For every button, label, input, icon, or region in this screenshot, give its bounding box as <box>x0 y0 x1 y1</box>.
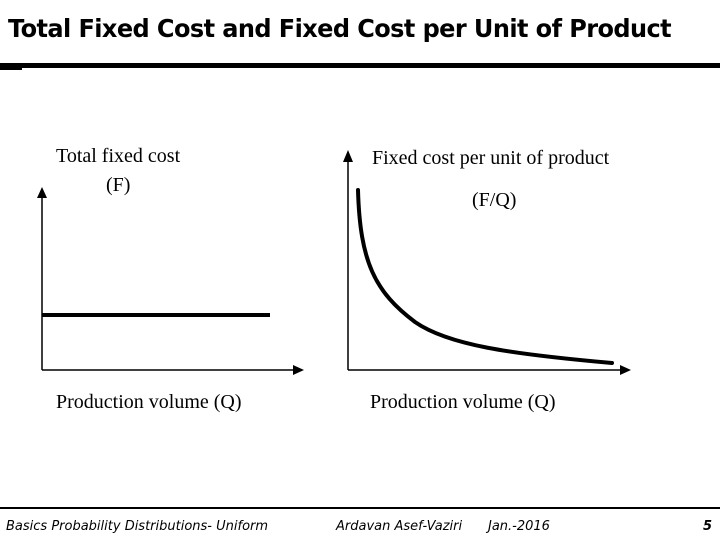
left-x-axis-arrow <box>293 365 304 375</box>
fixed-cost-per-unit-curve <box>356 188 614 365</box>
left-graph <box>37 187 304 375</box>
footer-course: Basics Probability Distributions- Unifor… <box>6 519 269 534</box>
right-x-axis-arrow <box>620 365 631 375</box>
title-rule-accent <box>0 68 22 70</box>
slide-title: Total Fixed Cost and Fixed Cost per Unit… <box>8 14 672 43</box>
right-y-axis-label-line1: Fixed cost per unit of product <box>372 147 610 169</box>
right-x-axis-label: Production volume (Q) <box>370 391 556 413</box>
right-y-axis-label-line2: (F/Q) <box>472 189 517 211</box>
footer-date: Jan.-2016 <box>488 519 550 534</box>
left-y-axis-label-line1: Total fixed cost <box>56 145 181 167</box>
footer-author: Ardavan Asef-Vaziri <box>336 519 463 534</box>
left-y-axis-label-line2: (F) <box>106 174 131 196</box>
left-y-axis-arrow <box>37 187 47 198</box>
footer-rule <box>0 507 720 509</box>
right-y-axis-arrow <box>343 150 353 162</box>
right-graph <box>343 150 631 375</box>
title-rule <box>0 63 720 68</box>
footer-page-number: 5 <box>703 519 713 534</box>
left-x-axis-label: Production volume (Q) <box>56 391 242 413</box>
